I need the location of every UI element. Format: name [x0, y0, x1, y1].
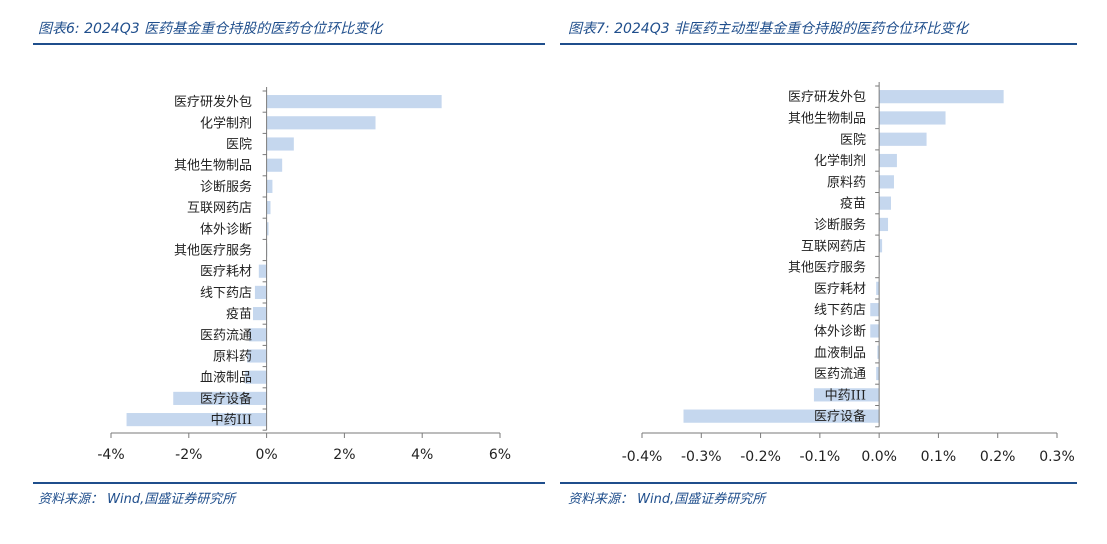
bar [266, 116, 376, 130]
category-label: 医疗设备 [814, 409, 866, 425]
bar [879, 217, 889, 232]
category-label: 互联网药店 [187, 201, 252, 216]
bar [879, 132, 927, 146]
title-rule [560, 43, 1077, 45]
bar [876, 366, 880, 381]
category-label: 诊断服务 [814, 217, 866, 233]
source-note: 资料来源： Wind,国盛证券研究所 [568, 492, 766, 507]
x-tick-label: -0.4% [622, 449, 663, 465]
bar [258, 264, 267, 278]
category-label: 线下药店 [200, 286, 252, 301]
bar [879, 111, 946, 125]
bar [266, 201, 271, 215]
category-label: 化学制剂 [200, 115, 252, 131]
source-note: 资料来源： Wind,国盛证券研究所 [38, 492, 236, 507]
category-label: 互联网药店 [801, 239, 866, 254]
bar [245, 370, 267, 384]
category-label: 体外诊断 [200, 222, 252, 237]
category-label: 诊断服务 [200, 179, 252, 195]
bar [870, 324, 880, 338]
category-label: 原料药 [827, 175, 866, 190]
bar [813, 388, 880, 402]
bar [252, 307, 267, 321]
bar [266, 158, 283, 172]
bar [254, 285, 267, 299]
category-label: 医院 [840, 133, 866, 148]
x-tick-label: 4% [411, 447, 433, 463]
category-label: 疫苗 [840, 196, 866, 212]
bar [879, 239, 883, 253]
source-rule [560, 482, 1077, 484]
category-label: 其他医疗服务 [788, 260, 866, 276]
bar [879, 153, 897, 168]
category-label: 疫苗 [226, 306, 252, 322]
bar [266, 222, 269, 236]
category-label: 血液制品 [200, 371, 252, 386]
title-rule [33, 43, 545, 45]
category-label: 医疗耗材 [814, 282, 866, 297]
category-label: 医药流通 [814, 367, 866, 382]
chart-title: 图表6: 2024Q3 医药基金重仓持股的医药仓位环比变化 [38, 21, 383, 37]
bar [266, 95, 442, 109]
bar-chart: 医疗研发外包其他生物制品医院化学制剂原料药疫苗诊断服务互联网药店其他医疗服务医疗… [622, 82, 1075, 465]
bar [683, 409, 880, 423]
x-tick-label: -2% [175, 447, 202, 463]
bar [247, 349, 267, 363]
x-tick-label: 0.3% [1039, 449, 1075, 465]
x-tick-label: -0.1% [800, 449, 841, 465]
bar [266, 179, 273, 193]
x-tick-label: 0.2% [980, 449, 1016, 465]
category-label: 医院 [226, 138, 252, 153]
category-label: 医疗研发外包 [174, 94, 252, 110]
bar [126, 413, 267, 427]
category-label: 医疗耗材 [200, 265, 252, 280]
category-label: 其他生物制品 [788, 111, 866, 126]
category-label: 化学制剂 [814, 153, 866, 169]
category-label: 医疗研发外包 [788, 89, 866, 105]
x-tick-label: 0% [255, 447, 277, 463]
category-label: 血液制品 [814, 346, 866, 361]
bar [877, 345, 880, 359]
bar [876, 281, 880, 295]
category-label: 医药流通 [200, 328, 252, 343]
bar [249, 328, 267, 342]
x-tick-label: 0.0% [861, 449, 897, 465]
category-label: 医疗设备 [200, 391, 252, 407]
category-label: 原料药 [213, 350, 252, 365]
x-tick-label: -0.2% [740, 449, 781, 465]
category-label: 其他生物制品 [174, 159, 252, 174]
bar [879, 196, 891, 210]
bar [266, 137, 294, 151]
x-tick-label: 6% [489, 447, 511, 463]
category-label: 体外诊断 [814, 324, 866, 339]
category-label: 中药III [211, 413, 252, 428]
bar [173, 391, 267, 405]
x-tick-label: -0.3% [681, 449, 722, 465]
category-label: 线下药店 [814, 303, 866, 318]
x-tick-label: -4% [97, 447, 124, 463]
chart-panel-1: 图表6: 2024Q3 医药基金重仓持股的医药仓位环比变化 医疗研发外包化学制剂… [0, 0, 545, 544]
chart-panel-2: 图表7: 2024Q3 非医药主动型基金重仓持股的医药仓位环比变化 医疗研发外包… [560, 0, 1107, 544]
source-rule [33, 482, 545, 484]
x-tick-label: 2% [333, 447, 355, 463]
chart-title: 图表7: 2024Q3 非医药主动型基金重仓持股的医药仓位环比变化 [568, 21, 969, 37]
category-label: 中药III [825, 388, 866, 403]
category-label: 其他医疗服务 [174, 243, 252, 259]
bar [879, 90, 1004, 104]
bar [879, 175, 894, 189]
bar [870, 303, 880, 317]
bar-chart: 医疗研发外包化学制剂医院其他生物制品诊断服务互联网药店体外诊断其他医疗服务医疗耗… [97, 87, 511, 463]
x-tick-label: 0.1% [921, 449, 957, 465]
